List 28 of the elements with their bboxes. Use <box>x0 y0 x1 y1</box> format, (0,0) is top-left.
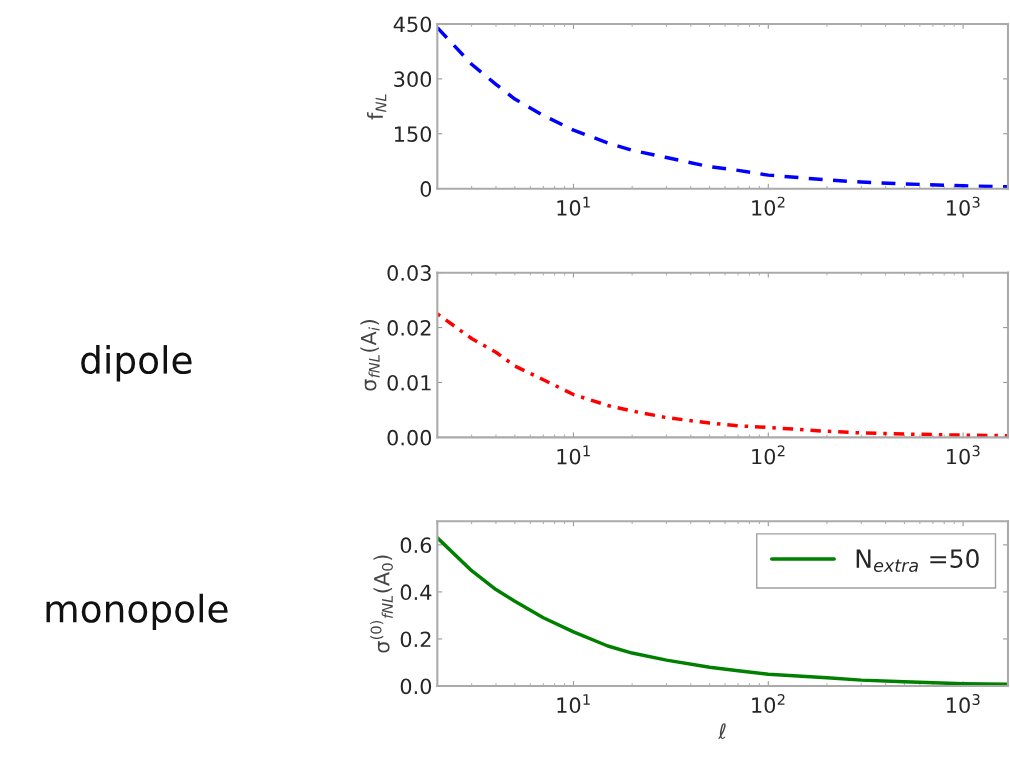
y-tick-label: 150 <box>394 126 432 142</box>
legend-label: N$_{extra}$ =50 <box>856 549 979 572</box>
y-tick-label: 0.03 <box>387 265 431 281</box>
y-tick-label: 0.4 <box>400 584 432 601</box>
x-tick-label: 10$^{1}$ <box>557 694 590 714</box>
y-tick-label: 0.6 <box>400 537 432 554</box>
x-tick-label: 10$^{2}$ <box>752 196 785 216</box>
x-tick-label: 10$^{3}$ <box>947 693 980 714</box>
text: monopole <box>46 593 228 631</box>
x-axis-title: ℓ <box>718 723 726 739</box>
y-tick-label: 0 <box>420 181 432 197</box>
y-tick-label: 0.2 <box>400 631 431 648</box>
y-tick-label: 0.02 <box>387 320 431 336</box>
y-axis-title: σ$_{fNL}$(A$_{i}$) <box>360 320 380 391</box>
x-tick-label: 10$^{3}$ <box>947 196 980 216</box>
y-tick-label: 0.01 <box>387 374 431 391</box>
x-tick-label: 10$^{1}$ <box>557 445 590 465</box>
y-tick-label: 0.00 <box>387 429 432 446</box>
y-tick-label: 0.0 <box>400 678 432 695</box>
x-tick-label: 10$^{2}$ <box>752 693 785 714</box>
x-tick-label: 10$^{1}$ <box>557 196 590 216</box>
text: dipole <box>81 345 192 382</box>
y-tick-label: 300 <box>394 71 432 88</box>
y-axis-title: σ$^{(0)}$$_{fNL}$(A$_{0}$) <box>370 555 393 653</box>
y-axis-title: f$_{NL}$ <box>366 94 387 120</box>
x-tick-label: 10$^{2}$ <box>752 445 785 465</box>
x-tick-label: 10$^{3}$ <box>947 445 980 465</box>
y-tick-label: 450 <box>393 16 432 33</box>
